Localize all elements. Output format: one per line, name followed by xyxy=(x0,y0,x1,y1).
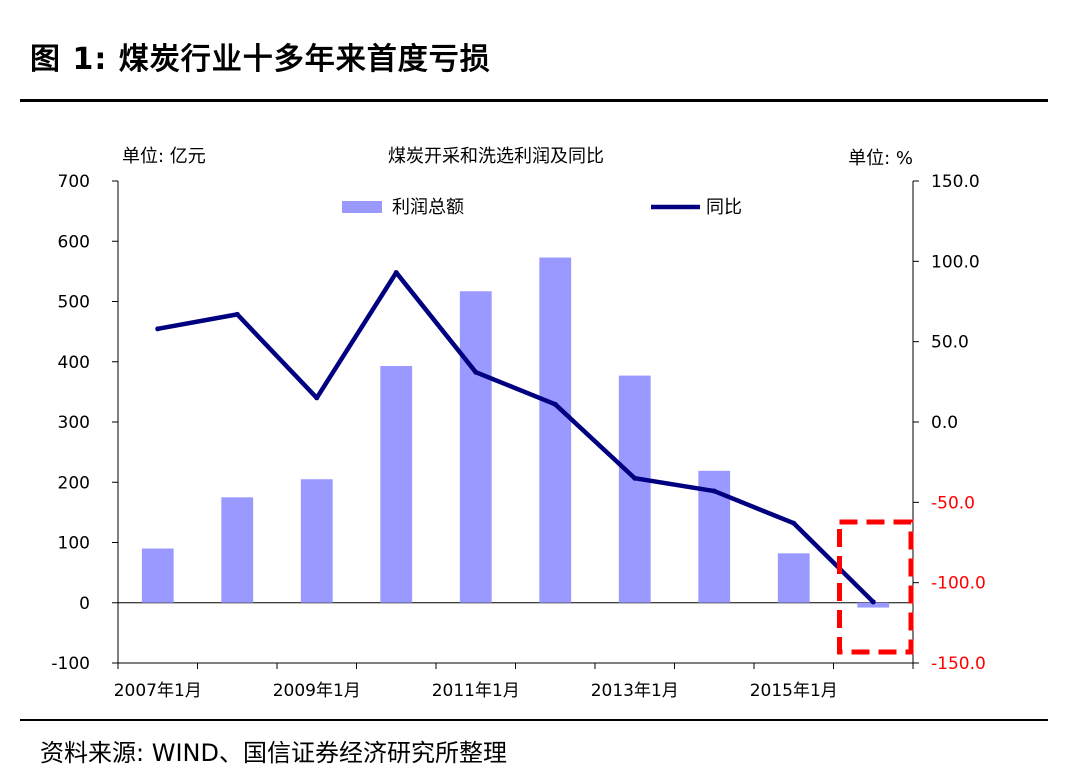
left-unit-label: 单位: 亿元 xyxy=(122,146,206,167)
bar-2011年1月 xyxy=(459,291,492,603)
right-tick-label: 150.0 xyxy=(931,172,980,192)
yoy-point-2007年1月 xyxy=(155,326,161,332)
bar-2013年1月 xyxy=(618,375,651,603)
bar-2007年1月 xyxy=(141,548,174,603)
yoy-point-2015年1月 xyxy=(791,520,797,526)
left-tick-label: 200 xyxy=(58,473,90,493)
x-tick-label: 2007年1月 xyxy=(114,681,202,701)
right-tick-label: 0.0 xyxy=(931,413,958,433)
left-tick-label: 400 xyxy=(58,353,90,373)
source-note: 资料来源: WIND、国信证券经济研究所整理 xyxy=(40,739,507,767)
yoy-point-2009年1月 xyxy=(314,395,320,401)
left-tick-label: 600 xyxy=(58,232,90,252)
title-divider xyxy=(20,99,1048,102)
yoy-point-2012年1月 xyxy=(552,401,558,407)
yoy-point-2014年1月 xyxy=(711,488,717,494)
yoy-point-2013年1月 xyxy=(632,475,638,481)
bar-2016年1月 xyxy=(857,602,890,608)
x-tick-label: 2011年1月 xyxy=(432,681,520,701)
left-tick-label: 300 xyxy=(58,413,90,433)
bar-2012年1月 xyxy=(539,257,572,603)
left-tick-label: 100 xyxy=(58,534,90,554)
yoy-point-2010年1月 xyxy=(393,270,399,276)
yoy-point-2008年1月 xyxy=(234,311,240,317)
legend-label-bar: 利润总额 xyxy=(392,197,464,218)
yoy-point-2016年1月 xyxy=(870,599,876,605)
left-tick-label: 500 xyxy=(58,293,90,313)
right-tick-label: -50.0 xyxy=(931,493,975,513)
x-tick-label: 2013年1月 xyxy=(591,681,679,701)
right-tick-label: 100.0 xyxy=(931,252,980,272)
x-tick-label: 2009年1月 xyxy=(273,681,361,701)
yoy-point-2011年1月 xyxy=(473,369,479,375)
right-tick-label: -100.0 xyxy=(931,574,986,594)
left-tick-label: -100 xyxy=(51,654,90,674)
x-tick-label: 2015年1月 xyxy=(750,681,838,701)
bar-2009年1月 xyxy=(300,479,333,603)
right-unit-label: 单位: % xyxy=(848,148,913,169)
source-divider xyxy=(20,719,1048,721)
left-tick-label: 0 xyxy=(79,594,90,614)
left-tick-label: 700 xyxy=(58,172,90,192)
right-tick-label: 50.0 xyxy=(931,333,969,353)
bar-2010年1月 xyxy=(380,365,413,603)
chart-labels: 700 600 500 400 300 200 100 0 -100 150.0 100.0 50.0… xyxy=(51,146,985,701)
bar-2015年1月 xyxy=(777,553,810,603)
loss-highlight-box xyxy=(837,519,914,655)
legend-label-line: 同比 xyxy=(706,197,742,218)
yoy-line xyxy=(155,270,876,605)
right-tick-label: -150.0 xyxy=(931,654,986,674)
legend-swatch-bar xyxy=(342,201,382,213)
figure-title: 图 1: 煤炭行业十多年来首度亏损 xyxy=(30,42,491,77)
chart-title: 煤炭开采和洗选利润及同比 xyxy=(388,146,604,167)
bar-2008年1月 xyxy=(221,497,254,603)
bar-series xyxy=(141,257,890,608)
line-series xyxy=(155,270,914,655)
